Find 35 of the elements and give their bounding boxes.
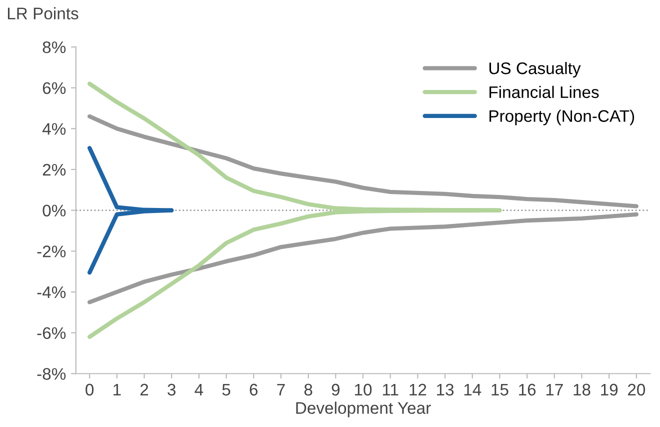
legend-label: Property (Non-CAT) — [490, 110, 634, 126]
y-tick-label: 2% — [42, 164, 66, 176]
y-tick-label: 6% — [42, 82, 66, 94]
x-tick-label: 1 — [114, 384, 121, 396]
x-tick-label: 0 — [86, 384, 94, 396]
y-tick-label: 8% — [42, 41, 66, 54]
x-axis-title: Development Year — [296, 402, 431, 418]
x-tick-label: 2 — [140, 384, 148, 396]
x-tick-label: 9 — [332, 384, 340, 396]
x-tick-label: 5 — [222, 384, 230, 396]
legend-label: Financial Lines — [490, 86, 599, 98]
x-tick-label: 14 — [464, 384, 482, 396]
y-tick-label: -4% — [37, 286, 66, 298]
x-tick-label: 3 — [168, 384, 176, 396]
x-tick-label: 4 — [194, 384, 204, 396]
y-tick-label: -6% — [37, 327, 66, 339]
y-tick-label: 0% — [42, 204, 66, 216]
x-tick-label: 11 — [382, 384, 398, 396]
y-tick-label: 4% — [42, 123, 66, 135]
x-tick-label: 6 — [250, 384, 258, 396]
x-tick-label: 18 — [574, 384, 590, 396]
x-tick-label: 16 — [519, 384, 536, 396]
x-tick-label: 12 — [410, 384, 426, 396]
x-tick-label: 20 — [628, 384, 646, 396]
x-tick-label: 7 — [277, 384, 285, 396]
x-tick-label: 8 — [304, 384, 312, 396]
y-axis-title: LR Points — [8, 7, 78, 20]
y-tick-label: -2% — [37, 246, 66, 258]
x-tick-label: 17 — [546, 384, 563, 396]
legend-label: US Casualty — [489, 62, 581, 78]
x-tick-label: 19 — [601, 384, 618, 396]
x-tick-label: 13 — [437, 384, 454, 396]
y-tick-label: -8% — [37, 368, 66, 380]
x-tick-label: 15 — [492, 384, 508, 396]
x-tick-label: 10 — [355, 384, 372, 396]
